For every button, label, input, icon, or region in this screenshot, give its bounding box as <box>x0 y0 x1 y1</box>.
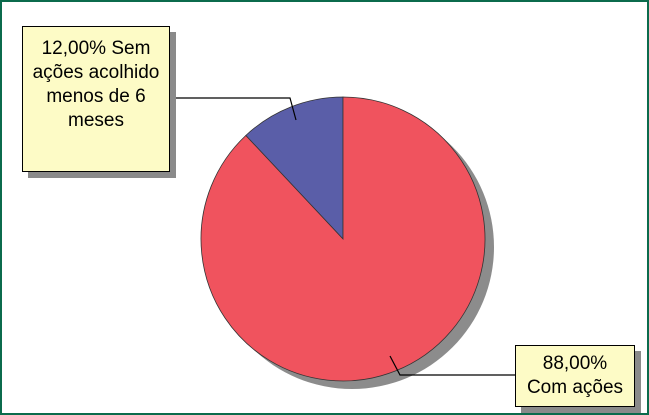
category-label: Com ações <box>526 377 624 398</box>
pie <box>200 96 486 382</box>
data-label-box: 88,00% Com ações <box>515 345 635 407</box>
pie-slice <box>245 96 344 241</box>
pie-slice <box>200 96 486 382</box>
leader-line <box>389 355 515 376</box>
data-label-box: 12,00% Sem ações acolhido menos de 6 mes… <box>22 26 170 172</box>
data-label: 88,00% <box>542 353 608 374</box>
category-label: Sem ações acolhido menos de 6 meses <box>32 38 160 131</box>
leader-line <box>170 97 297 121</box>
data-label: 12,00% <box>41 38 107 59</box>
